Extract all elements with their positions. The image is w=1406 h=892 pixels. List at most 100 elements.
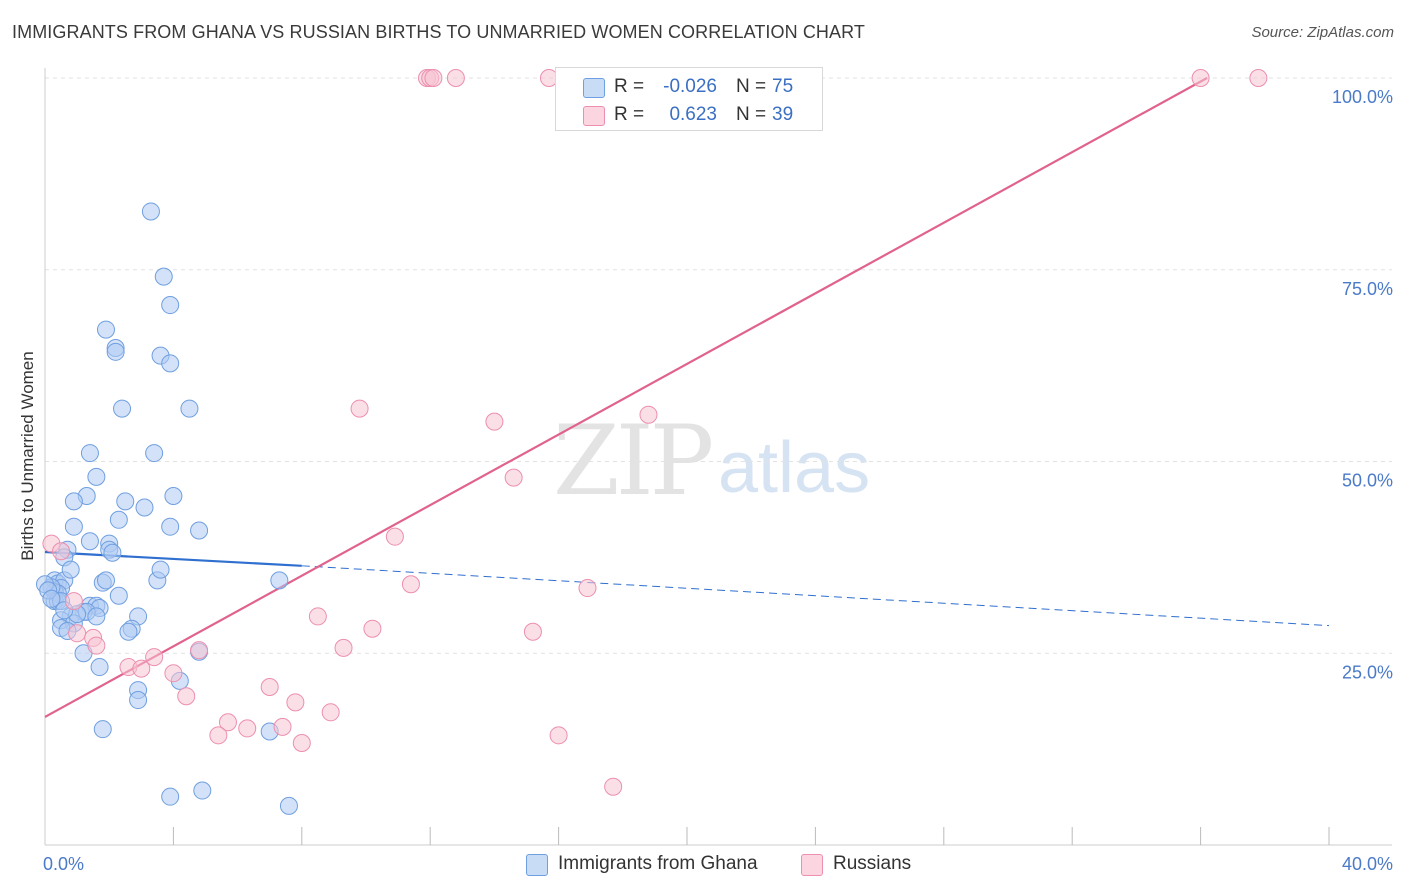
point-ghana: [103, 543, 122, 562]
trend-lines: [44, 77, 1330, 718]
point-russians: [485, 412, 504, 431]
point-ghana: [61, 560, 80, 579]
y-tick-label: 75.0%: [1342, 279, 1393, 299]
point-russians: [177, 687, 196, 706]
point-ghana: [161, 354, 180, 373]
point-ghana: [180, 399, 199, 418]
point-ghana: [90, 658, 109, 677]
point-ghana: [96, 571, 115, 590]
point-russians: [604, 777, 623, 796]
y-tick-label: 25.0%: [1342, 662, 1393, 682]
point-russians: [504, 468, 523, 487]
point-russians: [218, 713, 237, 732]
legend-n-label: N =: [736, 76, 767, 97]
point-russians: [292, 733, 311, 752]
chart-title: IMMIGRANTS FROM GHANA VS RUSSIAN BIRTHS …: [12, 22, 866, 42]
legend-swatch-russians: [583, 106, 605, 126]
point-russians: [1249, 69, 1268, 87]
point-russians: [68, 624, 87, 643]
point-russians: [145, 648, 164, 667]
point-ghana: [164, 487, 183, 506]
point-russians: [190, 641, 209, 660]
point-russians: [321, 703, 340, 722]
point-ghana: [109, 510, 128, 529]
series-legend: Immigrants from Ghana Russians: [0, 852, 1406, 878]
point-russians: [639, 405, 658, 424]
point-ghana: [141, 202, 160, 221]
point-russians: [446, 69, 465, 87]
point-russians: [164, 664, 183, 683]
correlation-legend: R = -0.026 N = 75 R = 0.623 N = 39: [555, 67, 823, 131]
point-ghana: [145, 444, 164, 463]
legend-r-value-russians: 0.623: [669, 104, 717, 125]
point-ghana: [119, 622, 138, 641]
point-russians: [238, 719, 257, 738]
point-russians: [260, 677, 279, 696]
point-russians: [549, 726, 568, 745]
point-russians: [132, 659, 151, 678]
legend-r-label: R =: [614, 76, 645, 97]
point-ghana: [193, 781, 212, 800]
point-russians: [209, 726, 228, 745]
legend-swatch-ghana: [583, 78, 605, 98]
point-russians: [308, 607, 327, 626]
point-ghana: [93, 720, 112, 739]
point-ghana: [116, 492, 135, 511]
point-ghana: [106, 342, 125, 361]
point-russians: [52, 542, 71, 561]
point-russians: [286, 693, 305, 712]
series-label-ghana: Immigrants from Ghana: [558, 853, 758, 874]
data-points: [36, 69, 1268, 815]
point-russians: [363, 619, 382, 638]
trend-line-ghana-extended: [301, 565, 1330, 627]
point-ghana: [279, 796, 298, 815]
point-ghana: [113, 399, 132, 418]
x-tick-label: 40.0%: [1342, 854, 1393, 874]
point-ghana: [87, 607, 106, 626]
point-russians: [350, 399, 369, 418]
point-russians: [273, 717, 292, 736]
legend-n-value-ghana: 75: [772, 76, 794, 97]
series-swatch-ghana: [526, 854, 548, 876]
gridlines: [45, 77, 1392, 654]
legend-row-russians: R = 0.623 N = 39: [556, 101, 822, 129]
point-russians: [385, 527, 404, 546]
series-label-russians: Russians: [833, 853, 912, 874]
point-ghana: [87, 467, 106, 486]
legend-r-label: R =: [614, 104, 645, 125]
trend-line-russians: [44, 77, 1208, 718]
point-ghana: [129, 691, 148, 710]
y-tick-label: 50.0%: [1342, 471, 1393, 491]
point-ghana: [270, 571, 289, 590]
point-russians: [87, 636, 106, 655]
point-ghana: [42, 589, 61, 608]
point-ghana: [151, 560, 170, 579]
x-tick-label: 0.0%: [43, 854, 84, 874]
legend-row-ghana: R = -0.026 N = 75: [556, 73, 822, 101]
point-russians: [64, 592, 83, 611]
legend-n-label: N =: [736, 104, 767, 125]
point-ghana: [161, 296, 180, 315]
point-ghana: [154, 267, 173, 286]
point-russians: [578, 579, 597, 598]
point-ghana: [64, 492, 83, 511]
point-ghana: [96, 320, 115, 339]
point-russians: [523, 622, 542, 641]
point-ghana: [190, 521, 209, 540]
point-russians: [1191, 69, 1210, 87]
tick-labels: 25.0% 50.0% 75.0% 100.0% 0.0% 40.0%: [43, 87, 1393, 874]
source-label: Source: ZipAtlas.com: [1251, 24, 1394, 41]
watermark-atlas: atlas: [718, 428, 871, 508]
point-ghana: [161, 517, 180, 536]
legend-n-value-russians: 39: [772, 104, 794, 125]
point-ghana: [161, 787, 180, 806]
y-tick-label: 100.0%: [1332, 87, 1393, 107]
point-ghana: [80, 532, 99, 551]
point-ghana: [64, 517, 83, 536]
point-russians: [334, 638, 353, 657]
point-russians: [401, 575, 420, 594]
point-ghana: [109, 586, 128, 605]
series-swatch-russians: [801, 854, 823, 876]
point-russians: [424, 69, 443, 87]
